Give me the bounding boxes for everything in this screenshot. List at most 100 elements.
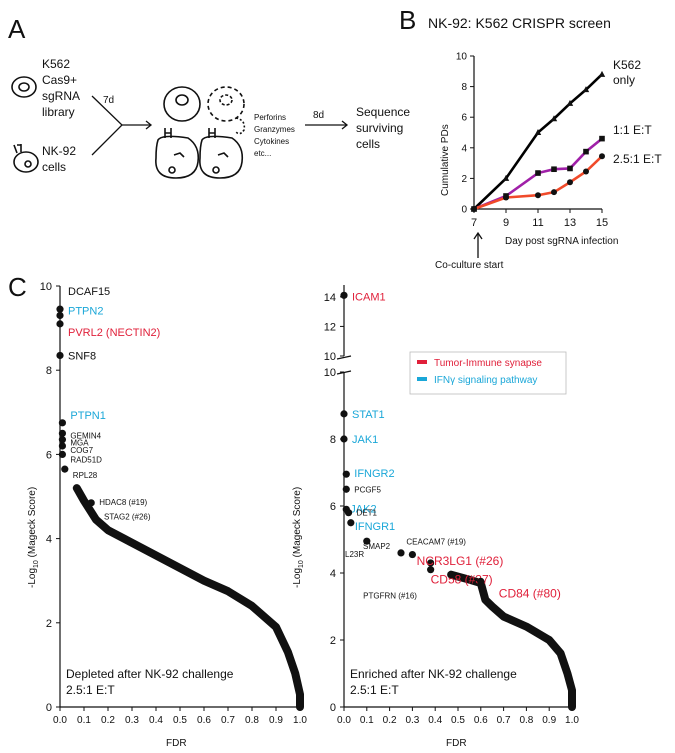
legend-ifng: IFNγ signaling pathway <box>434 375 537 386</box>
panel-b-y-ticks: 0 2 4 6 8 10 <box>456 52 474 216</box>
axis-break-mark-1 <box>336 355 352 360</box>
c-xtick-label: 0.2 <box>383 715 397 726</box>
panel-c-ylabel-right: -Log10 (Mageck Score) <box>292 487 305 588</box>
c-dense-points <box>72 484 304 711</box>
coculture-arrow <box>473 231 483 258</box>
c-xtick-label: 0.3 <box>405 715 419 726</box>
c-ytick-label: 0 <box>46 702 52 714</box>
c-gene-label: COG7 <box>70 446 93 455</box>
c-xtick-label: 0.7 <box>497 715 511 726</box>
c-xtick-label: 0.3 <box>125 715 139 726</box>
ylabel-left-sub: 10 <box>33 560 40 568</box>
c-labeled-point <box>56 311 64 320</box>
b-xtick-label: 7 <box>471 217 477 229</box>
b-point-ratio1 <box>535 170 541 176</box>
c-labeled-point <box>56 320 64 328</box>
c-xtick-label: 0.9 <box>542 715 556 726</box>
c-labeled-point <box>61 465 69 473</box>
b-point-ratio25 <box>551 189 557 196</box>
c-gene-label: PTPN2 <box>68 305 103 317</box>
b-xtick-label: 15 <box>596 217 608 229</box>
c-ytick-label: 10 <box>324 367 336 379</box>
b-series-line <box>473 155 603 211</box>
c-ytick-label: 8 <box>330 434 336 446</box>
b-point-k562 <box>582 86 590 93</box>
c-labeled-point <box>347 519 355 527</box>
b-point-k562 <box>502 174 510 181</box>
c-xtick-label: 0.4 <box>149 715 163 726</box>
b-point-k562 <box>566 99 574 106</box>
days-8-label: 8d <box>313 110 324 121</box>
c-xtick-label: 0.6 <box>474 715 488 726</box>
panel-b-letter: B <box>399 5 416 35</box>
c-gene-label: MGA <box>70 439 89 448</box>
left-xlabel: FDR <box>166 738 187 749</box>
b-point-ratio1 <box>583 148 589 155</box>
left-scatter-curve <box>72 484 304 711</box>
c-xtick-label: 0.2 <box>101 715 115 726</box>
b-xtick-label: 11 <box>532 217 543 229</box>
c-labeled-point <box>477 577 485 585</box>
c-gene-label: GEMIN4 <box>70 431 101 440</box>
c-xtick-label: 0.5 <box>173 715 187 726</box>
c-labeled-point <box>58 442 66 450</box>
right-caption-1: Enriched after NK-92 challenge <box>350 667 517 681</box>
c-gene-label: HDAC8 (#19) <box>99 498 147 507</box>
ylabel-left-rest: (Mageck Score) <box>27 487 38 560</box>
c-gene-label: CEACAM7 (#19) <box>406 538 466 547</box>
nk92-label-2: cells <box>42 160 66 174</box>
b-xtick-label: 9 <box>503 217 509 229</box>
b-point-ratio25 <box>599 153 605 160</box>
c-labeled-point <box>87 499 95 507</box>
label-k562: K562 <box>613 58 641 72</box>
c-gene-label: SMAP2 <box>363 542 391 551</box>
b-xtick-label: 13 <box>564 217 576 229</box>
panel-b-series <box>470 70 606 212</box>
c-gene-label: SNF8 <box>68 350 96 362</box>
left-y-ticks: 0 2 4 6 8 10 <box>40 281 60 714</box>
c-gene-label: CD58 (#37) <box>431 573 493 587</box>
c-labeled-point <box>56 351 64 360</box>
c-labeled-point <box>58 450 66 458</box>
c-labeled-point <box>344 509 353 517</box>
panel-b: B NK-92: K562 CRISPR screen Cumulative P… <box>399 5 662 271</box>
panel-b-xlabel: Day post sgRNA infection <box>505 236 618 247</box>
c-gene-label: IFNGR1 <box>355 521 395 533</box>
c-xtick-label: 0.1 <box>360 715 374 726</box>
left-caption-2: 2.5:1 E:T <box>66 683 115 697</box>
b-series-line <box>473 73 603 210</box>
c-xtick-label: 0.8 <box>245 715 259 726</box>
c-ytick-upper-label: 14 <box>324 292 336 304</box>
label-ratio-2-5: 2.5:1 E:T <box>613 152 662 166</box>
c-xtick-label: 1.0 <box>293 715 307 726</box>
c-labeled-point <box>397 549 405 557</box>
c-xtick-label: 0.0 <box>53 715 67 726</box>
ylabel-left-prefix: -Log <box>27 568 38 588</box>
c-labeled-point <box>342 470 350 478</box>
b-point-ratio25 <box>471 206 477 212</box>
c-labeled-point <box>363 537 371 545</box>
c-xtick-label: 1.0 <box>565 715 579 726</box>
c-labeled-point <box>58 429 66 437</box>
c-labeled-point <box>58 436 66 444</box>
panel-b-ylabel: Cumulative PDs <box>440 124 451 196</box>
c-gene-label: NCR3LG1 (#26) <box>417 554 504 568</box>
c-ytick-label: 4 <box>330 568 336 580</box>
label-only: only <box>613 73 635 87</box>
b-point-ratio1 <box>599 135 605 142</box>
legend-synapse: Tumor-Immune synapse <box>434 358 542 369</box>
b-ytick-label: 10 <box>456 52 468 63</box>
c-gene-label: PCGF5 <box>354 485 381 494</box>
c-gene-label: STAT1 <box>352 409 385 421</box>
c-gene-label: CD84 (#80) <box>499 586 561 600</box>
c-gene-label: STAG2 (#26) <box>104 513 151 522</box>
right-caption-2: 2.5:1 E:T <box>350 683 399 697</box>
c-ytick-label: 6 <box>46 449 52 461</box>
nk92-label-1: NK-92 <box>42 144 76 158</box>
b-point-k562 <box>534 129 542 135</box>
c-gene-label: JAK1 <box>352 434 378 446</box>
sequence-label-2: surviving <box>356 121 403 135</box>
c-xtick-label: 0.6 <box>197 715 211 726</box>
factor-granzymes: Granzymes <box>254 125 295 134</box>
